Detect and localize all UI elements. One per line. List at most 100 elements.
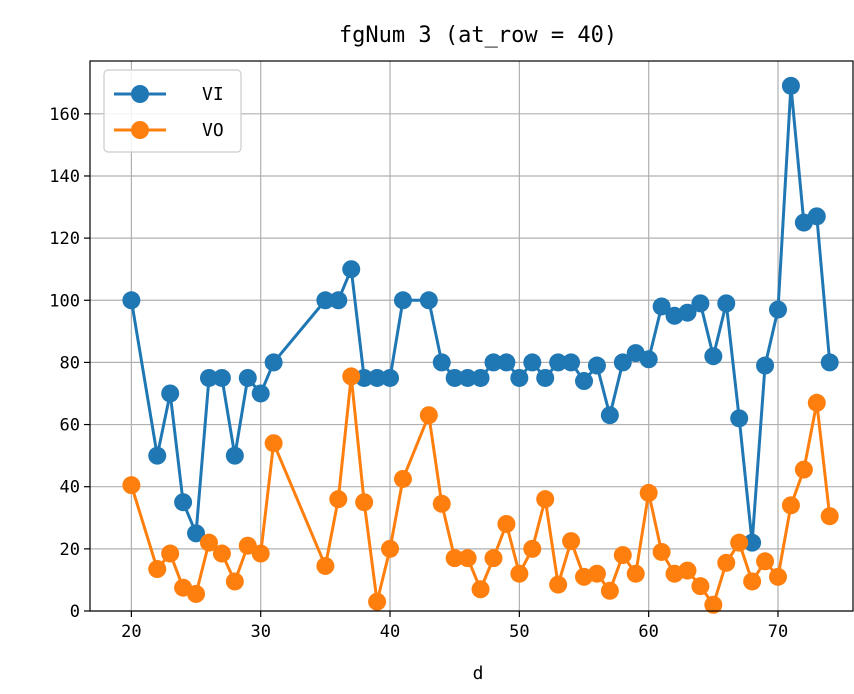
series-line-vi (129, 84, 832, 545)
data-point-vo (187, 584, 206, 603)
data-point-vi (691, 294, 710, 313)
series-vi (122, 76, 839, 552)
data-point-vo (419, 406, 438, 425)
data-point-vi (549, 353, 568, 372)
data-point-vo (497, 514, 516, 533)
data-point-vo (781, 496, 800, 515)
data-point-vi (329, 291, 348, 310)
data-point-vi (678, 303, 697, 322)
plot-frame (89, 60, 854, 612)
data-point-vi (704, 347, 723, 366)
grid-lines (90, 61, 853, 612)
data-point-vo (704, 595, 723, 614)
data-point-vo (484, 549, 503, 568)
y-tick-label: 40 (60, 478, 80, 498)
data-point-vi (148, 446, 167, 465)
data-point-vi (122, 291, 141, 310)
data-point-vo (794, 460, 813, 479)
data-point-vo (458, 549, 477, 568)
x-tick-label: 60 (638, 622, 658, 642)
data-point-vi (730, 409, 749, 428)
data-point-vo (549, 575, 568, 594)
x-tick-label: 70 (768, 622, 788, 642)
data-point-vi (238, 368, 257, 387)
data-point-vi (316, 291, 335, 310)
data-point-vo (225, 572, 244, 591)
data-point-vi (523, 353, 542, 372)
data-point-vo (432, 494, 451, 513)
data-point-vo (730, 533, 749, 552)
data-point-vo (626, 564, 645, 583)
data-point-vi (652, 297, 671, 316)
y-tick-label: 100 (49, 291, 80, 311)
data-point-vo (523, 539, 542, 558)
data-point-vo (820, 507, 839, 526)
data-point-vi (820, 353, 839, 372)
data-point-vi (600, 406, 619, 425)
data-point-vi (212, 368, 231, 387)
data-point-vi (717, 294, 736, 313)
x-axis-ticks: 20 30 40 50 60 70 (121, 611, 788, 642)
data-point-vi (381, 368, 400, 387)
y-tick-label: 60 (60, 416, 80, 436)
data-point-vi (342, 260, 361, 279)
y-axis-ticks: 0 20 40 60 80 100 120 140 160 (49, 105, 90, 622)
data-point-vo (199, 533, 218, 552)
data-point-vo (264, 434, 283, 453)
data-point-vi (199, 368, 218, 387)
data-point-vo (562, 532, 581, 551)
data-point-vi (445, 368, 464, 387)
data-point-vo (148, 560, 167, 579)
data-point-vo (756, 552, 775, 571)
data-point-vi (497, 353, 516, 372)
data-point-vo (807, 393, 826, 412)
data-point-vo (510, 564, 529, 583)
data-point-vi (161, 384, 180, 403)
legend-marker-vi (131, 85, 149, 103)
data-point-vi (562, 353, 581, 372)
y-tick-label: 160 (49, 105, 80, 125)
y-tick-label: 0 (70, 602, 80, 622)
data-point-vo (393, 469, 412, 488)
data-point-vo (355, 493, 374, 512)
data-point-vo (161, 544, 180, 563)
data-point-vi (575, 372, 594, 391)
y-tick-label: 120 (49, 229, 80, 249)
legend-label-vi: VI (202, 84, 224, 105)
data-point-vo (238, 536, 257, 555)
data-point-vo (212, 544, 231, 563)
data-point-vi (458, 368, 477, 387)
x-axis-label: d (473, 663, 484, 684)
data-point-vi (484, 353, 503, 372)
data-point-vi (393, 291, 412, 310)
data-point-vo (768, 567, 787, 586)
y-tick-label: 140 (49, 167, 80, 187)
data-point-vi (419, 291, 438, 310)
data-point-vo (329, 490, 348, 509)
data-point-vi (174, 493, 193, 512)
data-point-vo (342, 367, 361, 386)
legend-marker-vo (131, 121, 149, 139)
data-point-vi (251, 384, 270, 403)
data-point-vi (432, 353, 451, 372)
data-point-vi (639, 350, 658, 369)
data-point-vi (264, 353, 283, 372)
data-point-vi (510, 368, 529, 387)
data-point-vi (756, 356, 775, 375)
data-point-vo (587, 564, 606, 583)
data-point-vo (445, 549, 464, 568)
data-point-vo (691, 577, 710, 596)
data-point-vo (639, 483, 658, 502)
data-point-vo (600, 581, 619, 600)
data-point-vo (613, 546, 632, 565)
data-point-vi (536, 368, 555, 387)
data-point-vo (471, 580, 490, 599)
series-layer (122, 76, 839, 614)
legend: VI VO (103, 69, 242, 153)
data-point-vi (807, 207, 826, 226)
data-point-vi (471, 368, 490, 387)
data-point-vo (536, 490, 555, 509)
data-point-vi (781, 76, 800, 95)
data-point-vo (316, 556, 335, 575)
